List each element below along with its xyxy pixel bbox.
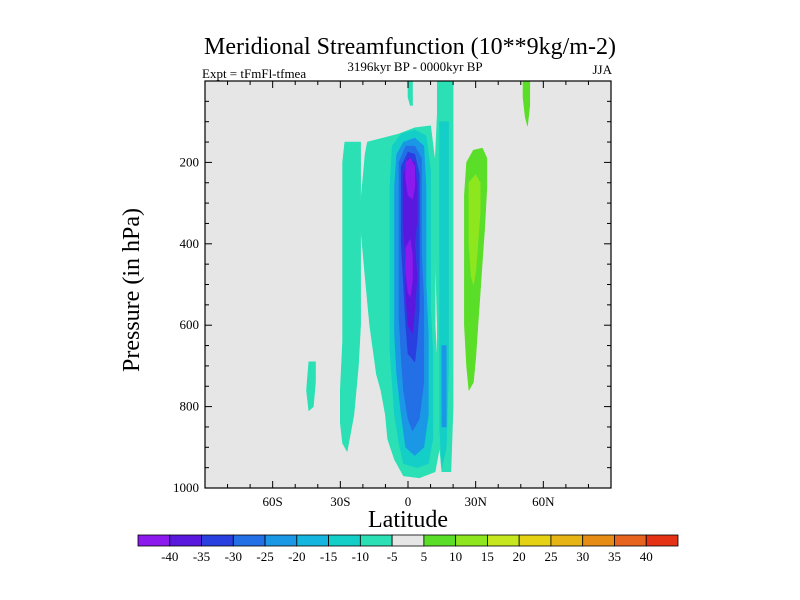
colorbar-label: 30 — [576, 549, 589, 564]
y-tick-label: 600 — [180, 317, 200, 332]
contour-region-neg10-3 — [407, 81, 413, 106]
colorbar-swatch — [391, 534, 425, 547]
colorbar-swatch — [645, 534, 679, 547]
y-tick-label: 400 — [180, 236, 200, 251]
y-tick-label: 800 — [180, 399, 200, 414]
colorbar-swatch — [614, 534, 647, 547]
colorbar-label: 35 — [608, 549, 621, 564]
contour-region-neg10-13 — [306, 361, 316, 412]
contour-region-neg40-12 — [405, 239, 413, 298]
contour-region-neg10-1 — [339, 141, 361, 452]
x-axis-label: Latitude — [368, 507, 448, 533]
colorbar-label: 25 — [544, 549, 557, 564]
colorbar-swatch — [169, 534, 202, 547]
x-tick-label: 30S — [330, 494, 350, 509]
chart-title: Meridional Streamfunction (10**9kg/m-2) — [204, 34, 616, 60]
colorbar-label: -5 — [387, 549, 398, 564]
axis-ticks: 60S 30S 0 30N 60N 200 400 600 800 1000 — [173, 80, 612, 509]
contour-region-neg40-11 — [405, 158, 416, 200]
season-label: JJA — [592, 62, 612, 77]
colorbar-label: -25 — [256, 549, 273, 564]
colorbar-label: 5 — [421, 549, 428, 564]
plot-frame — [204, 80, 612, 489]
chart-subtitle: 3196kyr BP - 0000kyr BP — [347, 59, 482, 74]
colorbar-swatch — [518, 534, 552, 547]
colorbar-label: -35 — [193, 549, 210, 564]
colorbar-swatch — [359, 534, 393, 547]
contour-fills — [306, 81, 531, 479]
colorbar-swatch — [137, 534, 171, 547]
colorbar-label: -30 — [225, 549, 242, 564]
colorbar-label: -10 — [352, 549, 369, 564]
x-tick-label: 60N — [532, 494, 555, 509]
colorbar-label: -40 — [161, 549, 178, 564]
colorbar-swatch — [232, 534, 266, 547]
colorbar-swatch — [487, 534, 520, 547]
colorbar-swatch — [423, 534, 457, 547]
colorbar-label: 40 — [640, 549, 653, 564]
x-tick-label: 60S — [263, 494, 283, 509]
colorbar: -40 -35 -30 -25 -20 -15 -10 -5 5 10 15 20 25 30 35 40 — [137, 534, 679, 564]
colorbar-swatch — [264, 534, 298, 547]
colorbar-label: 15 — [481, 549, 494, 564]
colorbar-label: -20 — [288, 549, 305, 564]
contour-region-pos10-15 — [468, 174, 481, 285]
y-tick-label: 1000 — [173, 480, 199, 495]
colorbar-swatch — [201, 534, 234, 547]
y-axis-label: Pressure (in hPa) — [119, 208, 145, 372]
colorbar-swatch — [328, 534, 361, 547]
colorbar-swatch — [296, 534, 329, 547]
colorbar-label: -15 — [320, 549, 337, 564]
colorbar-label: 20 — [513, 549, 526, 564]
x-tick-label: 30N — [464, 494, 487, 509]
colorbar-swatch — [550, 534, 584, 547]
contour-region-neg20-7 — [441, 345, 447, 428]
y-tick-label: 200 — [180, 154, 200, 169]
contour-region-pos5-16 — [522, 81, 531, 127]
colorbar-swatch — [582, 534, 615, 547]
colorbar-label: 10 — [449, 549, 462, 564]
x-tick-label: 0 — [405, 494, 412, 509]
colorbar-swatch — [455, 534, 488, 547]
experiment-label: Expt = tFmFl-tfmea — [202, 66, 306, 81]
